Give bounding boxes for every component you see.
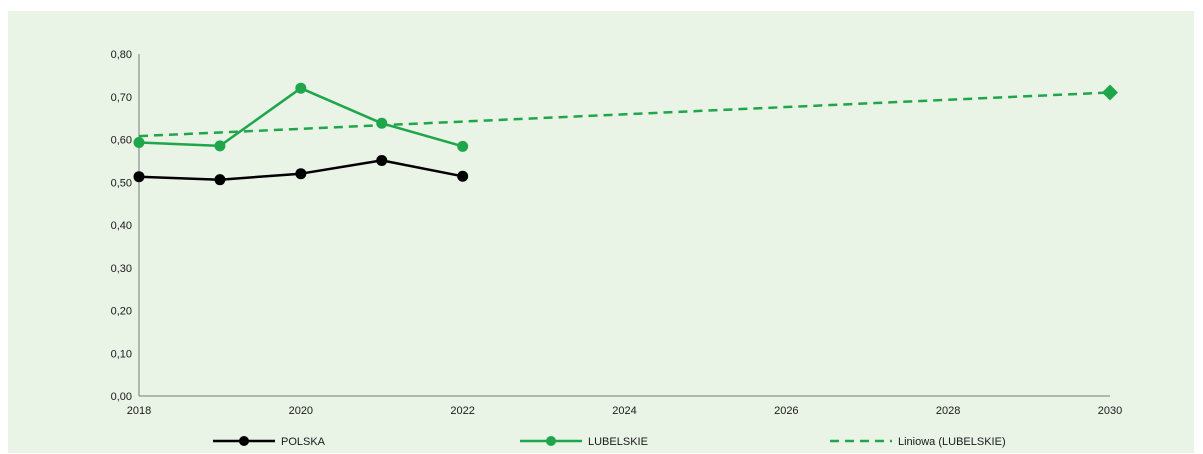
x-tick-label: 2028 xyxy=(936,405,960,417)
legend-label-liniowa-lubelskie: Liniowa (LUBELSKIE) xyxy=(898,436,1006,448)
legend-label-lubelskie: LUBELSKIE xyxy=(588,436,648,448)
legend-label-polska: POLSKA xyxy=(281,436,326,448)
x-axis-tick-labels: 2018 2020 2022 2024 2026 2028 2030 xyxy=(127,405,1122,417)
y-tick-label: 0,40 xyxy=(111,220,132,232)
y-tick-label: 0,50 xyxy=(111,177,132,189)
legend: POLSKA LUBELSKIE Liniowa (LUBELSKIE) xyxy=(213,436,1006,448)
data-point-lubelskie xyxy=(214,140,226,152)
data-point-polska xyxy=(295,168,307,180)
data-point-lubelskie xyxy=(457,140,469,152)
data-point-polska xyxy=(133,171,145,183)
x-tick-label: 2026 xyxy=(774,405,798,417)
y-tick-label: 0,10 xyxy=(111,348,132,360)
legend-marker-polska xyxy=(239,436,249,446)
data-point-lubelskie xyxy=(295,82,307,94)
y-tick-label: 0,70 xyxy=(111,92,132,104)
chart-axes xyxy=(138,54,1110,397)
x-tick-label: 2018 xyxy=(127,405,151,417)
y-tick-label: 0,80 xyxy=(111,49,132,61)
x-tick-label: 2022 xyxy=(450,405,474,417)
y-axis-tick-labels: 0,00 0,10 0,20 0,30 0,40 0,50 0,60 0,70 0,80 xyxy=(111,49,132,403)
line-chart: 0,00 0,10 0,20 0,30 0,40 0,50 0,60 0,70 0,80 201… xyxy=(111,49,1123,448)
series-lines xyxy=(133,82,1118,186)
y-tick-label: 0,20 xyxy=(111,306,132,318)
y-tick-label: 0,60 xyxy=(111,135,132,147)
x-tick-label: 2030 xyxy=(1098,405,1122,417)
x-tick-label: 2024 xyxy=(612,405,636,417)
chart-panel: 0,00 0,10 0,20 0,30 0,40 0,50 0,60 0,70 0,80 201… xyxy=(8,11,1194,453)
trend-end-marker xyxy=(1102,84,1118,101)
data-point-polska xyxy=(214,174,226,186)
y-tick-label: 0,30 xyxy=(111,263,132,275)
y-tick-label: 0,00 xyxy=(111,391,132,403)
data-point-polska xyxy=(376,154,388,166)
data-point-polska xyxy=(457,170,469,182)
legend-marker-lubelskie xyxy=(546,436,556,446)
series-line-lubelskie xyxy=(138,86,464,148)
data-point-lubelskie xyxy=(376,117,388,129)
series-line-liniowa-lubelskie xyxy=(138,91,1111,138)
data-point-lubelskie xyxy=(133,136,145,148)
x-tick-label: 2020 xyxy=(289,405,313,417)
